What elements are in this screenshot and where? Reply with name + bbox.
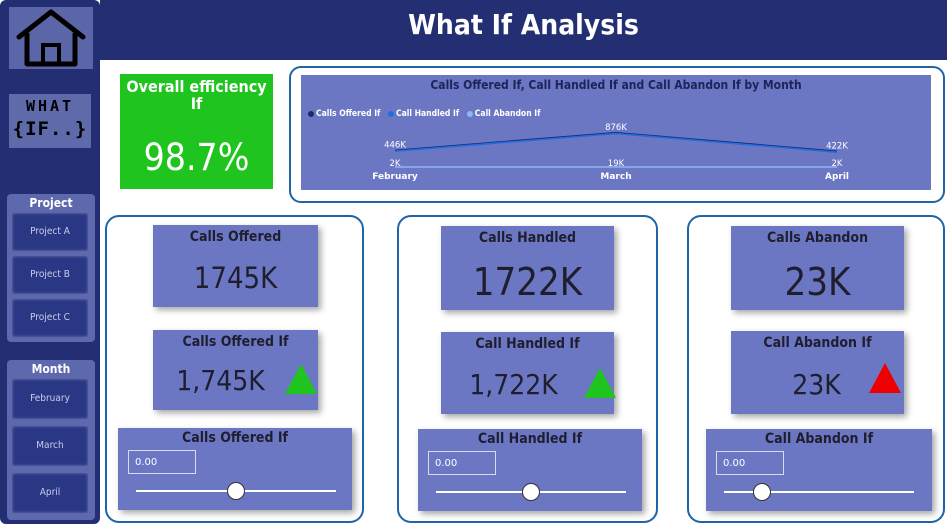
month-slicer-title: Month — [31, 362, 71, 376]
series-line-calls-offered-if — [394, 131, 838, 153]
up-green-triangle-icon — [285, 364, 317, 394]
page-title: What If Analysis — [408, 8, 639, 41]
calls-offered-card: Calls Offered 1745K — [153, 225, 318, 307]
x-tick-label: March — [600, 172, 631, 182]
card-title: Call Abandon If — [763, 335, 872, 351]
logo-line-2: {IF..} — [12, 118, 88, 140]
home-icon — [16, 9, 86, 67]
call-abandon-if-card: Call Abandon If 23K — [731, 331, 904, 414]
slider-thumb[interactable] — [522, 483, 540, 501]
calls-handled-card: Calls Handled 1722K — [441, 226, 614, 310]
legend-item-call-abandon[interactable]: Call Abandon If — [466, 109, 541, 119]
project-slicer-title: Project — [29, 196, 73, 210]
legend-label: Call Handled If — [395, 109, 460, 119]
call-handled-if-card: Call Handled If 1,722K — [441, 332, 616, 414]
slicer-item-february[interactable]: February — [12, 379, 88, 419]
calls-abandon-card: Calls Abandon 23K — [731, 226, 904, 310]
slicer-item-march[interactable]: March — [12, 426, 88, 466]
slider-thumb[interactable] — [227, 482, 245, 500]
card-title: Calls Abandon — [766, 230, 869, 246]
legend-label: Calls Offered If — [316, 109, 381, 119]
card-value: 1722K — [472, 260, 583, 304]
card-title: Call Handled If — [475, 336, 580, 352]
logo-line-1: WHAT — [25, 97, 75, 115]
call-handled-slider-card: Call Handled If — [418, 429, 642, 511]
legend-dot-icon — [387, 110, 394, 117]
data-label: 446K — [384, 141, 406, 151]
data-label: 19K — [608, 159, 625, 169]
what-if-logo: WHAT {IF..} — [9, 94, 91, 148]
card-value: 1745K — [193, 261, 278, 295]
slider-title: Call Abandon If — [764, 431, 874, 447]
card-value: 1,722K — [469, 368, 558, 401]
slicer-item-project-a[interactable]: Project A — [12, 213, 88, 251]
legend-label: Call Abandon If — [474, 109, 541, 119]
data-label: 2K — [832, 159, 843, 169]
data-label: 876K — [605, 123, 627, 133]
data-label: 422K — [826, 142, 848, 152]
slicer-item-project-c[interactable]: Project C — [12, 299, 88, 337]
chart-legend: Calls Offered If Call Handled If Call Ab… — [308, 101, 540, 120]
chart-title: Calls Offered If, Call Handled If and Ca… — [430, 78, 802, 92]
calls-offered-slider-card: Calls Offered If — [118, 428, 352, 510]
card-value: 23K — [784, 260, 851, 304]
up-green-triangle-icon — [584, 368, 616, 398]
slider-title: Calls Offered If — [181, 430, 289, 446]
slicer-item-project-b[interactable]: Project B — [12, 256, 88, 294]
efficiency-value: 98.7% — [143, 136, 250, 179]
line-chart: 446K 876K 422K 2K 19K 2K February March April — [372, 123, 849, 182]
legend-item-call-handled[interactable]: Call Handled If — [387, 109, 460, 119]
x-tick-label: February — [372, 172, 418, 182]
efficiency-card: Overall efficiency If 98.7% — [120, 74, 273, 189]
slider-title: Call Handled If — [477, 431, 583, 447]
calls-offered-if-input[interactable] — [128, 450, 196, 474]
home-button[interactable] — [9, 7, 93, 69]
slider-thumb[interactable] — [753, 483, 771, 501]
calls-offered-if-card: Calls Offered If 1,745K — [153, 330, 318, 410]
card-title: Calls Handled — [478, 230, 577, 246]
call-abandon-slider-card: Call Abandon If — [706, 429, 932, 511]
up-red-triangle-icon — [869, 363, 901, 393]
legend-dot-icon — [308, 110, 314, 117]
card-value: 23K — [792, 368, 841, 401]
legend-dot-icon — [466, 110, 473, 117]
series-line-call-handled-if — [394, 132, 838, 153]
card-title: Calls Offered — [189, 229, 282, 245]
slider-track[interactable] — [724, 491, 914, 493]
legend-item-calls-offered[interactable]: Calls Offered If — [308, 109, 380, 119]
header-bar — [100, 0, 947, 60]
card-value: 1,745K — [176, 364, 265, 397]
efficiency-label: Overall efficiency If — [126, 77, 267, 113]
card-title: Calls Offered If — [182, 334, 289, 350]
call-handled-if-input[interactable] — [428, 451, 496, 475]
slicer-item-april[interactable]: April — [12, 473, 88, 513]
call-abandon-if-input[interactable] — [716, 451, 784, 475]
x-tick-label: April — [825, 172, 849, 182]
data-label: 2K — [390, 159, 401, 169]
